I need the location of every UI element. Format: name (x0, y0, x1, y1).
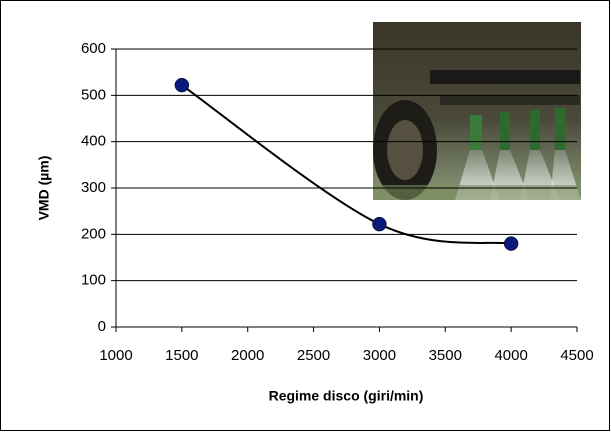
trend-line (181, 84, 512, 245)
y-tick-label: 500 (81, 86, 106, 103)
x-tick-label: 2000 (231, 347, 264, 364)
y-axis-title: VMD (µm) (36, 156, 52, 221)
y-tick-label: 0 (98, 318, 106, 335)
x-tick-label: 4500 (560, 347, 593, 364)
x-tick-label: 2500 (297, 347, 330, 364)
y-tick-label: 100 (81, 272, 106, 289)
point (174, 77, 190, 93)
x-tick-label: 1500 (165, 347, 198, 364)
y-tick-label: 600 (81, 40, 106, 57)
y-tick-label: 200 (81, 225, 106, 242)
point (503, 236, 519, 251)
x-tick-label: 1000 (99, 347, 132, 364)
x-tick-label: 3000 (363, 347, 396, 364)
point (372, 216, 387, 232)
y-tick-label: 300 (81, 179, 106, 196)
x-axis-title: Regime disco (giri/min) (269, 388, 424, 404)
y-tick-label: 400 (81, 133, 106, 150)
x-tick-label: 4000 (494, 347, 527, 364)
x-tick-label: 3500 (429, 347, 462, 364)
